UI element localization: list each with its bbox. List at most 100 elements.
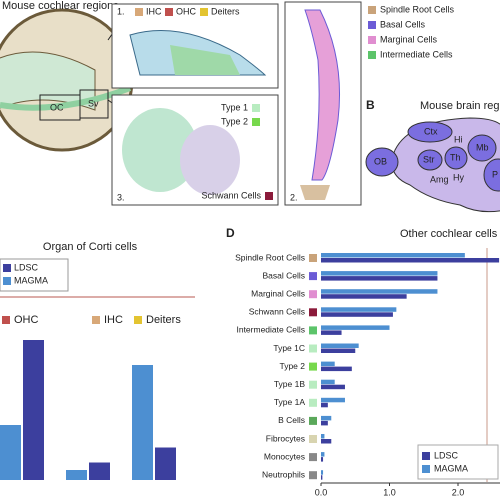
bar xyxy=(321,294,407,299)
inset-3-cells xyxy=(122,108,198,192)
category-swatch xyxy=(309,435,317,443)
legend-label: Schwann Cells xyxy=(201,190,261,200)
region-label: Th xyxy=(450,152,461,162)
region xyxy=(467,134,497,162)
legend-swatch xyxy=(265,192,273,200)
legend-swatch xyxy=(134,316,142,324)
bar xyxy=(321,343,359,348)
panel-label: D xyxy=(226,226,235,240)
bar xyxy=(321,420,328,426)
legend-label: Basal Cells xyxy=(380,19,426,29)
x-tick-label: 0.0 xyxy=(315,487,328,497)
y-tick-label: Monocytes xyxy=(264,451,305,461)
y-tick-label: Basal Cells xyxy=(262,270,305,280)
bar xyxy=(321,253,465,258)
bar xyxy=(132,365,153,480)
legend-swatch xyxy=(3,264,11,272)
legend-swatch xyxy=(2,316,10,324)
bar xyxy=(321,397,345,403)
region-label: Str xyxy=(423,154,435,164)
bar xyxy=(321,271,438,276)
category-swatch xyxy=(309,380,317,389)
y-tick-label: Type 1C xyxy=(273,343,305,353)
bar xyxy=(321,470,324,475)
y-tick-label: Type 1A xyxy=(274,397,306,407)
bar xyxy=(321,348,356,353)
category-label: Deiters xyxy=(146,314,181,326)
legend-swatch xyxy=(252,118,260,126)
bar xyxy=(321,475,323,480)
panel-b: B Mouse brain regio OB Ctx Hi Str Th Mb … xyxy=(365,98,500,213)
inset-3-fibers xyxy=(180,125,240,195)
y-tick-label: B Cells xyxy=(278,415,305,425)
region xyxy=(417,149,443,171)
x-tick-label: 1.0 xyxy=(383,487,396,497)
legend-swatch xyxy=(422,465,430,473)
y-tick-label: Type 1B xyxy=(274,379,306,389)
y-tick-label: Schwann Cells xyxy=(249,307,305,317)
category-label: OHC xyxy=(14,314,39,326)
oc-label: OC xyxy=(50,102,64,112)
category-swatch xyxy=(309,308,317,317)
bar xyxy=(321,384,345,390)
panel-title: Mouse brain regio xyxy=(420,100,500,112)
bar xyxy=(321,289,438,294)
nerve xyxy=(0,85,132,111)
region-label: Hi xyxy=(454,134,463,144)
chart-title: Organ of Corti cells xyxy=(43,241,138,253)
sv-box xyxy=(79,89,109,119)
legend-swatch xyxy=(3,277,11,285)
category-swatch xyxy=(309,344,317,353)
inset-2-roots xyxy=(300,185,330,200)
legend-swatch xyxy=(252,104,260,112)
bar xyxy=(321,330,342,335)
legend-box xyxy=(417,444,499,480)
region xyxy=(483,158,500,192)
legend-swatch xyxy=(368,21,376,29)
legend-label: Type 2 xyxy=(221,116,248,126)
legend-box xyxy=(0,258,69,292)
legend-label: MAGMA xyxy=(434,463,468,473)
legend-label: LDSC xyxy=(14,262,39,272)
inset-1-cells xyxy=(170,45,240,75)
bar xyxy=(321,312,393,317)
y-tick-label: Intermediate Cells xyxy=(236,325,305,335)
category-swatch xyxy=(309,416,317,425)
bar xyxy=(321,439,332,444)
bar xyxy=(66,470,87,480)
legend-swatch xyxy=(165,8,173,16)
panel-label: B xyxy=(366,98,375,112)
inset-label: 1. xyxy=(117,6,125,16)
category-swatch xyxy=(309,362,317,371)
region-label: Hy xyxy=(453,172,464,182)
panel-a: Mouse cochlear regions OC Sv 1. IHC OHC … xyxy=(0,0,455,206)
y-tick-label: Fibrocytes xyxy=(266,433,305,443)
region xyxy=(444,146,468,170)
legend-swatch xyxy=(92,316,100,324)
legend-label: IHC xyxy=(146,6,162,16)
legend-label: Type 1 xyxy=(221,102,248,112)
bar xyxy=(321,452,325,457)
legend-swatch xyxy=(422,452,430,460)
category-swatch xyxy=(309,453,317,462)
bar xyxy=(321,434,325,439)
category-label: IHC xyxy=(104,314,123,326)
bar xyxy=(321,325,390,330)
bar xyxy=(321,402,328,408)
bar xyxy=(23,340,44,480)
legend-swatch xyxy=(135,8,143,16)
bar xyxy=(321,379,335,385)
legend-label: OHC xyxy=(176,6,197,16)
bar xyxy=(321,276,438,281)
y-tick-label: Spindle Root Cells xyxy=(235,252,305,262)
legend-swatch xyxy=(368,51,376,59)
legend-swatch xyxy=(368,36,376,44)
bar xyxy=(321,258,500,263)
legend-label: LDSC xyxy=(434,450,459,460)
legend-label: Deiters xyxy=(211,6,240,16)
category-swatch xyxy=(309,272,317,281)
legend-swatch xyxy=(200,8,208,16)
legend-label: Spindle Root Cells xyxy=(380,4,455,14)
category-swatch xyxy=(309,471,317,480)
region xyxy=(407,121,453,143)
